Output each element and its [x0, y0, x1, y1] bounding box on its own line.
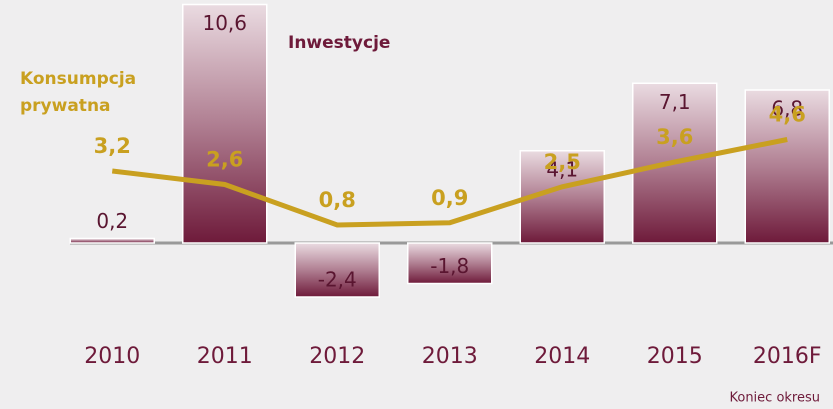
- bar-value-label: 7,1: [659, 90, 691, 114]
- bar-value-label: -2,4: [318, 268, 357, 292]
- note: Koniec okresu: [729, 391, 820, 406]
- bar: [69, 237, 155, 244]
- line: [111, 137, 788, 228]
- x-tick-label: 2015: [647, 344, 703, 369]
- x-tick-label: 2014: [534, 344, 590, 369]
- line-value-label: 0,8: [319, 188, 356, 212]
- x-tick-label: 2011: [197, 344, 253, 369]
- x-tick-label: 2016F: [753, 344, 822, 369]
- x-tick-label: 2010: [84, 344, 140, 369]
- line-legend: Konsumpcja prywatna: [20, 69, 137, 116]
- bar: [182, 3, 268, 244]
- line-value-label: 3,2: [94, 134, 131, 158]
- bar-legend: Inwestycje: [288, 33, 391, 53]
- bar-value-label: 0,2: [96, 209, 128, 233]
- line-value-label: 2,5: [544, 150, 581, 174]
- line-value-label: 3,6: [656, 125, 693, 149]
- bar-value-label: 4,1: [546, 157, 578, 181]
- bar: [294, 242, 380, 298]
- bar-value-label: -1,8: [430, 254, 469, 278]
- line-value-label: 4,6: [769, 103, 806, 127]
- bar-value-label: 6,8: [771, 97, 803, 121]
- bar: [744, 89, 830, 244]
- line-value-label: 0,9: [431, 186, 468, 210]
- x-tick-label: 2012: [309, 344, 365, 369]
- bar: [407, 242, 493, 285]
- bar-value-label: 10,6: [202, 11, 247, 35]
- line-value-label: 2,6: [206, 148, 243, 172]
- x-tick-label: 2013: [422, 344, 478, 369]
